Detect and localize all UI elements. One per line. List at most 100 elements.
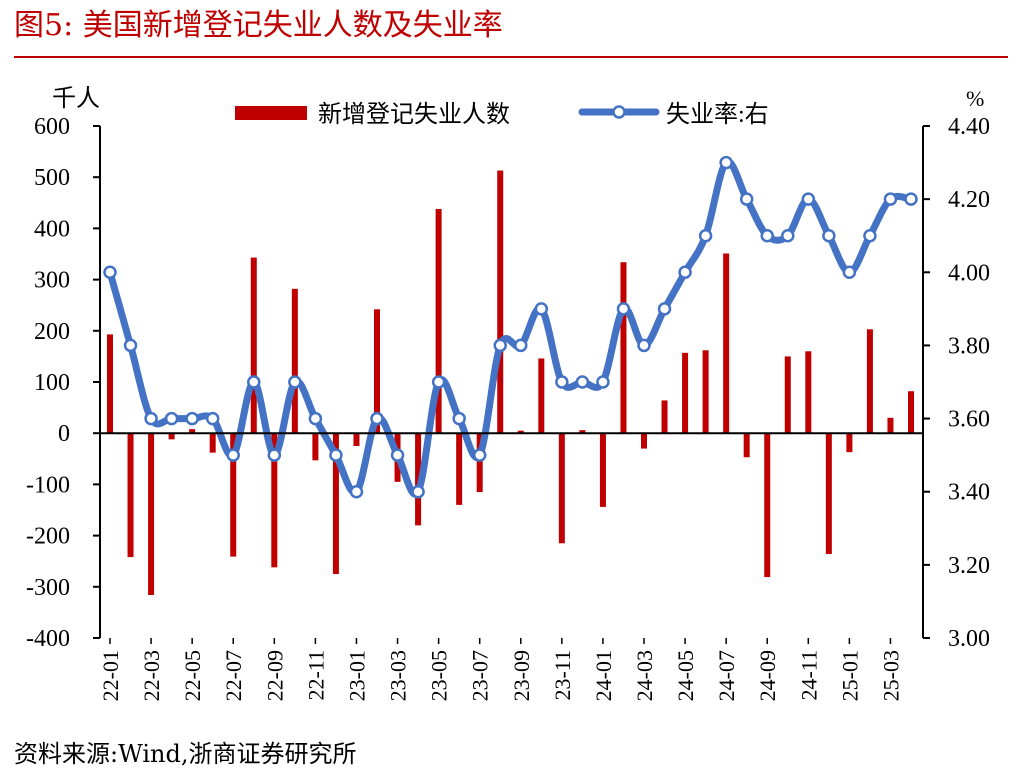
left-tick-label: -400 <box>26 626 70 652</box>
bar <box>538 358 545 434</box>
bar <box>723 253 730 434</box>
x-tick-label: 23-11 <box>550 650 575 701</box>
x-tick-label: 23-09 <box>509 650 534 701</box>
line-marker <box>185 411 199 426</box>
legend-bar-label: 新增登记失业人数 <box>318 101 510 128</box>
bar <box>209 433 216 453</box>
line-marker <box>575 375 590 389</box>
bar <box>332 433 339 574</box>
x-tick-label: 24-03 <box>632 650 657 701</box>
unemployment-rate-line <box>106 158 915 498</box>
x-tick-label: 22-05 <box>180 650 205 701</box>
x-tick-label: 25-03 <box>878 650 903 701</box>
left-tick-label: -300 <box>26 575 70 601</box>
x-tick-label: 23-05 <box>427 650 452 701</box>
line-marker <box>904 192 918 206</box>
x-tick-label: 24-01 <box>591 650 616 701</box>
x-tick-label: 23-03 <box>386 650 411 701</box>
bar <box>641 433 647 449</box>
line-marker <box>842 265 857 280</box>
left-tick-label: 500 <box>34 165 70 191</box>
line-marker <box>390 448 405 462</box>
bar <box>764 433 771 578</box>
x-tick-label: 24-05 <box>673 650 698 701</box>
line-marker <box>678 265 692 280</box>
right-tick-label: 3.00 <box>948 626 990 652</box>
x-tick-label: 22-01 <box>98 650 123 701</box>
left-tick-label: 400 <box>34 216 70 242</box>
bar <box>805 351 812 434</box>
line-marker <box>123 338 138 353</box>
bar-series <box>107 170 914 595</box>
legend: 新增登记失业人数 失业率:右 <box>235 101 769 128</box>
bar <box>887 417 894 434</box>
left-tick-label: -100 <box>26 472 70 498</box>
line-marker <box>329 448 343 462</box>
right-unit-label: % <box>966 86 984 111</box>
left-tick-label: 100 <box>34 370 70 396</box>
line-marker <box>616 302 631 316</box>
bar <box>866 329 873 434</box>
x-tick-label: 23-07 <box>468 650 493 701</box>
bar <box>661 400 668 434</box>
bar <box>435 208 442 434</box>
line-marker <box>781 228 795 243</box>
bar <box>127 433 134 558</box>
bar <box>682 352 689 434</box>
x-tick-label: 22-03 <box>139 650 164 701</box>
figure-title: 图5: 美国新增登记失业人数及失业率 <box>14 8 503 43</box>
line-marker <box>144 411 158 426</box>
source-note: 资料来源:Wind,浙商证券研究所 <box>14 740 357 768</box>
left-tick-label: -200 <box>26 524 70 550</box>
bar <box>312 433 319 461</box>
right-tick-label: 4.40 <box>948 114 990 140</box>
bar <box>456 433 463 505</box>
bar <box>107 334 113 434</box>
line-marker <box>698 228 713 243</box>
x-tick-label: 23-01 <box>344 650 369 701</box>
bar <box>908 391 914 434</box>
line-marker <box>555 375 569 389</box>
bar <box>148 433 155 595</box>
line-marker <box>514 338 528 353</box>
bar <box>291 288 298 434</box>
line-marker <box>760 228 774 243</box>
x-tick-label: 22-09 <box>262 650 287 701</box>
line-marker <box>205 411 220 426</box>
bar <box>846 433 853 453</box>
right-tick-label: 3.80 <box>948 333 990 359</box>
line-marker <box>411 484 425 499</box>
title-divider <box>14 56 1008 58</box>
bar <box>558 433 565 544</box>
left-tick-label: 600 <box>34 114 70 140</box>
bar <box>189 429 196 434</box>
line-marker <box>822 228 836 243</box>
legend-line-label: 失业率:右 <box>666 101 769 128</box>
line-marker <box>534 302 549 316</box>
x-tick-label: 24-09 <box>755 650 780 701</box>
x-tick-label: 24-11 <box>796 650 821 701</box>
x-tick-label: 22-11 <box>303 650 328 701</box>
right-tick-label: 3.40 <box>948 480 990 506</box>
line-marker <box>349 484 364 499</box>
line-marker <box>883 192 898 206</box>
right-tick-label: 3.60 <box>948 407 990 433</box>
line-marker <box>164 411 179 426</box>
line-marker <box>637 338 651 353</box>
line-marker <box>863 228 877 243</box>
bar <box>517 430 524 434</box>
bar <box>599 433 606 507</box>
bar <box>743 433 750 458</box>
legend-line-marker <box>612 105 626 119</box>
left-unit-label: 千人 <box>52 85 100 112</box>
bar <box>702 350 709 434</box>
bar <box>784 356 791 434</box>
bar <box>497 170 504 434</box>
bar <box>825 433 832 555</box>
bar <box>579 430 586 434</box>
left-tick-label: 300 <box>34 268 70 294</box>
x-tick-label: 24-07 <box>714 650 739 701</box>
line-marker <box>657 302 672 316</box>
line-marker <box>431 375 446 389</box>
